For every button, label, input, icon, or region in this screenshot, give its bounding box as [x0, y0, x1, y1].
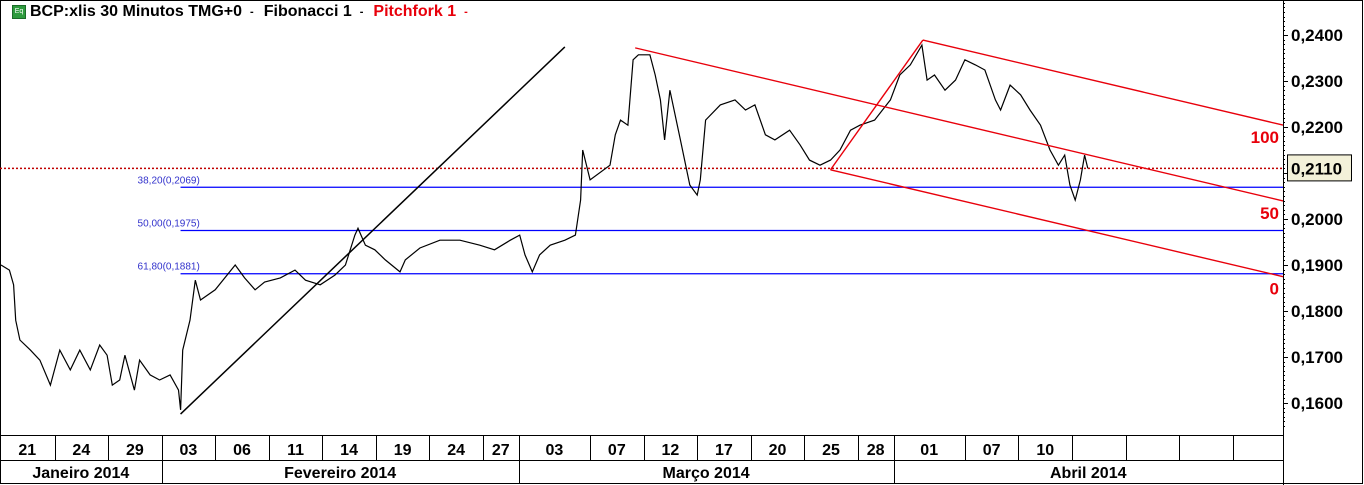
pitchfork-median-line[interactable]: [635, 47, 1284, 202]
x-tick-label: 14: [340, 442, 358, 459]
y-tick-label: 0,1700: [1291, 348, 1343, 367]
x-tick-label: 19: [394, 442, 412, 459]
x-tick-label: 24: [72, 442, 90, 459]
x-tick-label: 21: [18, 442, 36, 459]
month-label: Abril 2014: [1050, 465, 1127, 482]
x-tick-label: 07: [983, 442, 1001, 459]
x-tick-label: 03: [180, 442, 198, 459]
pitchfork-level-label: 50: [1260, 204, 1279, 223]
pitchfork-level-label: 0: [1270, 280, 1279, 299]
y-tick-label: 0,2200: [1291, 118, 1343, 137]
y-tick-label: 0,2400: [1291, 26, 1343, 45]
x-tick-label: 11: [287, 442, 304, 459]
x-tick-label: 06: [233, 442, 251, 459]
fibonacci-menu-arrow[interactable]: -: [359, 6, 364, 18]
symbol-title[interactable]: BCP:xlis 30 Minutos TMG+0: [30, 3, 243, 20]
chart-header: Eq BCP:xlis 30 Minutos TMG+0 - Fibonacci…: [12, 3, 474, 21]
x-tick-label: 07: [608, 442, 626, 459]
equity-icon: Eq: [12, 5, 26, 19]
x-tick-label: 12: [661, 442, 679, 459]
fibonacci-level-label: 61,80(0,1881): [138, 262, 200, 273]
pitchfork-menu-arrow[interactable]: -: [464, 6, 468, 18]
y-tick-label: 0,1900: [1291, 256, 1343, 275]
x-tick-label: 28: [867, 442, 885, 459]
fibonacci-level-label: 50,00(0,1975): [138, 219, 200, 230]
month-label: Março 2014: [662, 465, 749, 482]
symbol-menu-arrow[interactable]: -: [250, 6, 254, 18]
x-tick-label: 24: [447, 442, 465, 459]
month-label: Fevereiro 2014: [284, 465, 396, 482]
y-tick-label: 0,2300: [1291, 72, 1343, 91]
current-price-tag: [1287, 154, 1352, 182]
trendline[interactable]: [180, 46, 566, 415]
pitchfork-lower-line[interactable]: [830, 169, 1284, 278]
y-tick-label: 0,2000: [1291, 210, 1343, 229]
y-tick-label: 0,1600: [1291, 394, 1343, 413]
x-tick-label: 10: [1036, 442, 1054, 459]
pitchfork-level-label: 100: [1251, 128, 1279, 147]
current-price-label: 0,2110: [1291, 159, 1342, 178]
month-label: Janeiro 2014: [32, 465, 129, 482]
study-fibonacci[interactable]: Fibonacci 1: [263, 3, 352, 20]
x-tick-label: 17: [715, 442, 733, 459]
x-tick-label: 20: [769, 442, 787, 459]
pitchfork-upper-line[interactable]: [922, 39, 1284, 126]
x-tick-label: 29: [126, 442, 144, 459]
price-series-line: [0, 43, 1089, 410]
study-pitchfork[interactable]: Pitchfork 1: [373, 3, 457, 20]
x-tick-label: 27: [492, 442, 510, 459]
x-tick-label: 25: [822, 442, 840, 459]
y-tick-label: 0,1800: [1291, 302, 1343, 321]
x-tick-label: 01: [920, 442, 938, 459]
x-tick-label: 03: [545, 442, 563, 459]
fibonacci-level-label: 38,20(0,2069): [138, 175, 200, 186]
